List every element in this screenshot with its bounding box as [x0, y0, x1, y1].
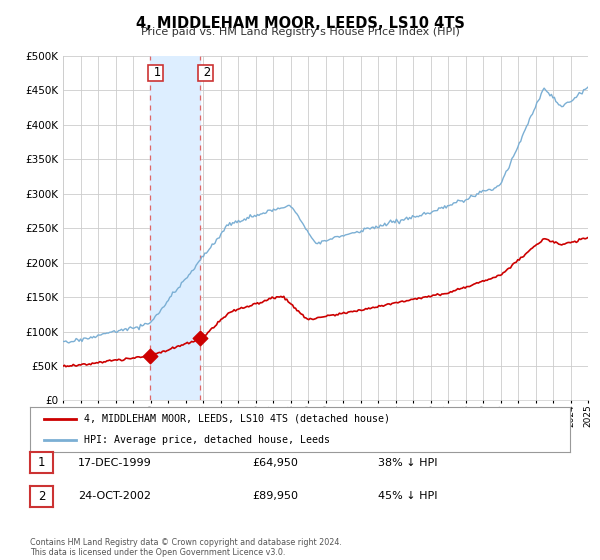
Point — [145, 351, 155, 360]
Text: 2: 2 — [38, 489, 45, 503]
Text: 45% ↓ HPI: 45% ↓ HPI — [378, 491, 437, 501]
Text: Price paid vs. HM Land Registry's House Price Index (HPI): Price paid vs. HM Land Registry's House … — [140, 27, 460, 38]
Text: 38% ↓ HPI: 38% ↓ HPI — [378, 458, 437, 468]
Text: 1: 1 — [150, 66, 161, 80]
Text: 24-OCT-2002: 24-OCT-2002 — [78, 491, 151, 501]
Text: 4, MIDDLEHAM MOOR, LEEDS, LS10 4TS: 4, MIDDLEHAM MOOR, LEEDS, LS10 4TS — [136, 16, 464, 31]
Point — [195, 334, 205, 343]
Text: 4, MIDDLEHAM MOOR, LEEDS, LS10 4TS (detached house): 4, MIDDLEHAM MOOR, LEEDS, LS10 4TS (deta… — [84, 414, 390, 424]
Text: £89,950: £89,950 — [252, 491, 298, 501]
Text: Contains HM Land Registry data © Crown copyright and database right 2024.
This d: Contains HM Land Registry data © Crown c… — [30, 538, 342, 557]
Text: HPI: Average price, detached house, Leeds: HPI: Average price, detached house, Leed… — [84, 435, 330, 445]
Bar — [150, 56, 200, 400]
Text: 17-DEC-1999: 17-DEC-1999 — [78, 458, 152, 468]
Text: £64,950: £64,950 — [252, 458, 298, 468]
Text: 1: 1 — [38, 456, 45, 469]
Text: 2: 2 — [200, 66, 211, 80]
